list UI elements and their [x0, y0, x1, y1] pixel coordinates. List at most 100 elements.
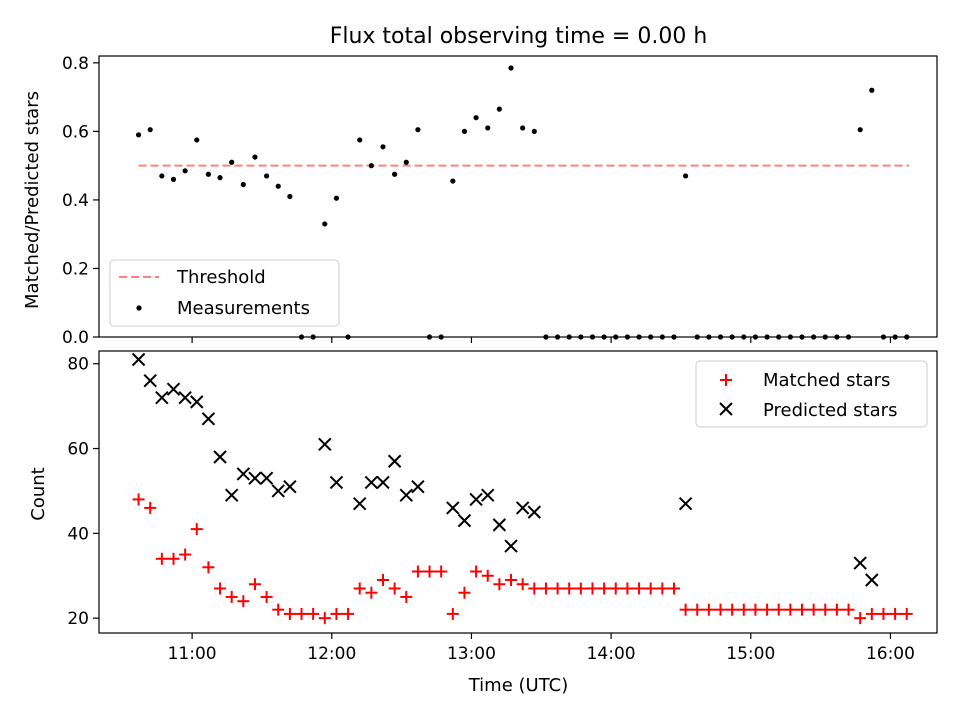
measurement-point — [380, 144, 386, 150]
matched-star-point — [877, 607, 890, 620]
measurements-legend-label: Measurements — [177, 298, 310, 319]
measurement-point — [159, 173, 165, 179]
matched-star-point — [481, 569, 494, 582]
matched-star-point — [435, 565, 448, 578]
measurement-point — [520, 125, 526, 131]
matched-star-point — [714, 603, 727, 616]
matched-star-point — [132, 493, 145, 506]
measurement-point — [461, 128, 468, 134]
predicted-star-point — [387, 454, 402, 468]
ratio-legend: Threshold Measurements — [109, 259, 340, 327]
matched-star-point — [551, 582, 564, 595]
matched-star-point — [388, 582, 401, 595]
matched-star-point — [795, 603, 808, 616]
count-y-tick-label: 60 — [67, 440, 89, 460]
measurement-point — [287, 193, 293, 200]
matched-star-point — [889, 607, 902, 620]
matched-star-point — [830, 603, 843, 616]
x-tick-label: 12:00 — [307, 644, 356, 664]
ratio-y-tick-label: 0.6 — [62, 122, 89, 142]
matched-star-point — [144, 501, 157, 514]
matched-star-point — [667, 582, 680, 595]
x-tick-label: 11:00 — [168, 644, 217, 664]
predicted-star-point — [213, 450, 227, 464]
matched-star-point — [493, 578, 506, 591]
matched-stars-legend-label: Matched stars — [763, 370, 890, 391]
ratio-y-tick-label: 0.8 — [62, 54, 89, 74]
measurement-point — [857, 127, 863, 133]
ratio-y-tick-label: 0.2 — [62, 259, 89, 279]
matched-star-point — [749, 603, 762, 616]
count-panel-frame — [98, 350, 938, 634]
measurement-point — [683, 173, 689, 179]
predicted-star-point — [329, 475, 344, 490]
predicted-star-point — [190, 395, 204, 409]
measurement-point — [392, 171, 398, 177]
measurement-point — [322, 221, 328, 227]
matched-star-point — [295, 607, 308, 620]
count-legend: Matched stars Predicted stars — [695, 360, 928, 428]
measurement-point — [275, 183, 281, 189]
matched-star-point — [342, 607, 355, 620]
matched-star-point — [179, 548, 192, 561]
measurements-legend-swatch — [136, 305, 142, 311]
predicted-star-point — [353, 496, 367, 511]
predicted-star-point — [865, 573, 879, 587]
predicted-star-point — [376, 475, 390, 490]
matched-star-point — [621, 582, 634, 595]
predicted-star-point — [236, 467, 251, 481]
predicted-star-point — [259, 471, 274, 485]
measurement-point — [229, 159, 235, 165]
matched-star-point — [586, 582, 599, 595]
predicted-star-point — [504, 539, 518, 553]
matched-star-point — [470, 565, 483, 578]
measurement-point — [182, 168, 188, 174]
predicted-star-point — [248, 471, 262, 485]
matched-star-point — [248, 578, 261, 591]
matched-star-point — [458, 586, 471, 599]
matched-stars-legend-swatch — [720, 374, 732, 386]
predicted-star-point — [411, 479, 425, 494]
bottom-y-axis-label: Count — [28, 467, 49, 520]
matched-star-point — [446, 607, 459, 620]
x-tick-label: 13:00 — [447, 644, 496, 664]
count-legend-box — [695, 360, 928, 428]
ratio-panel-ticks: 0.0 0.2 0.4 0.6 0.8 — [62, 54, 892, 348]
matched-star-point — [807, 603, 820, 616]
predicted-star-point — [155, 390, 169, 405]
matched-star-point — [423, 565, 436, 578]
predicted-star-point — [318, 437, 332, 452]
ratio-panel-frame — [98, 55, 938, 338]
measurement-point — [333, 195, 340, 201]
matched-star-point — [376, 573, 389, 586]
matched-star-point — [772, 603, 785, 616]
matched-star-point — [237, 595, 250, 608]
matched-star-point — [307, 607, 320, 620]
x-tick-label: 14:00 — [587, 644, 636, 664]
matched-star-point — [260, 590, 273, 603]
predicted-star-point — [446, 501, 460, 515]
ratio-y-tick-label: 0.4 — [62, 191, 89, 211]
matched-star-point — [854, 612, 867, 625]
predicted-star-point — [166, 382, 181, 396]
measurement-point — [205, 171, 212, 177]
measurement-point — [450, 178, 456, 184]
measurement-point — [264, 173, 270, 179]
matched-star-point — [563, 582, 576, 595]
count-panel: 20 40 60 80 11:00 12:00 13:00 14:00 15:00 16:00 M… — [67, 350, 938, 664]
matched-star-point — [574, 582, 587, 595]
measurement-point — [135, 132, 142, 138]
predicted-star-point — [399, 488, 413, 502]
chart-title: Flux total observing time = 0.00 h — [330, 24, 708, 49]
matched-star-point — [411, 565, 424, 578]
matched-star-point — [598, 582, 611, 595]
predicted-star-point — [481, 488, 495, 502]
matched-star-point — [679, 603, 692, 616]
predicted-star-point — [853, 556, 867, 570]
measurement-point — [240, 181, 246, 188]
measurement-point — [217, 175, 223, 181]
matched-star-point — [516, 578, 529, 591]
matched-star-point — [633, 582, 646, 595]
predicted-star-point — [178, 390, 192, 405]
